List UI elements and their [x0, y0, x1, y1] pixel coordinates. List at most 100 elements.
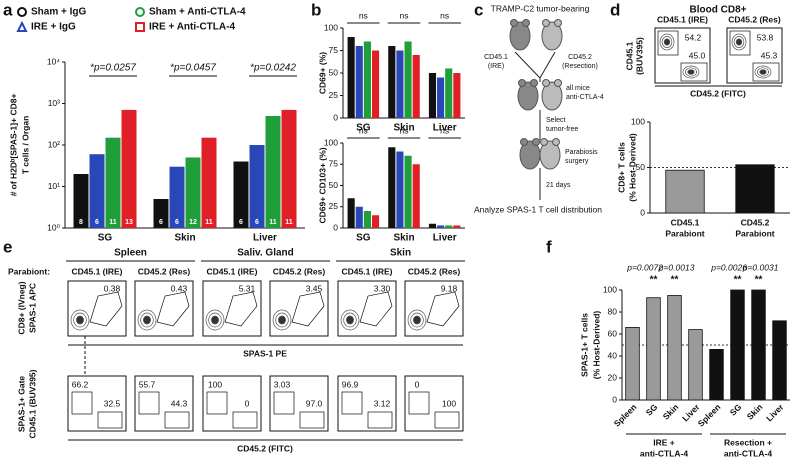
- mouse-ear: [530, 79, 538, 87]
- gate: [680, 62, 708, 82]
- x-tick-label: Spleen: [612, 402, 639, 429]
- annotation: ns: [440, 125, 449, 135]
- bar: [667, 295, 682, 401]
- bar: [453, 73, 461, 118]
- annotation: ns: [400, 125, 409, 135]
- annotation: *p=0.0457: [170, 63, 216, 74]
- x-tick-label: SG: [644, 402, 660, 418]
- mouse-ear: [522, 19, 530, 27]
- significance: **: [755, 275, 763, 286]
- row-label: Parabiont:: [8, 266, 50, 276]
- bar: [249, 145, 265, 228]
- gate: [367, 411, 393, 429]
- p-value: p=0.0026: [710, 262, 747, 272]
- group-label: anti-CTLA-4: [640, 448, 688, 458]
- density-contour: [340, 309, 360, 331]
- gate-value: 0: [245, 398, 250, 408]
- gate: [359, 291, 393, 327]
- axis-label: CD45.1: [624, 41, 634, 70]
- density-contour: [140, 312, 154, 328]
- x-tick-label: Skin: [174, 233, 195, 244]
- flow-plot: [404, 375, 464, 432]
- organ-header: Skin: [390, 248, 411, 259]
- legend-label: Sham + Anti-CTLA-4: [149, 7, 246, 18]
- mouse-body: [539, 140, 561, 170]
- axis-label: CD8+ (IVneg): [16, 281, 26, 334]
- bar: [388, 147, 396, 228]
- x-tick-label: Parabiont: [735, 228, 774, 238]
- plot-title: CD45.2 (Res): [138, 266, 191, 276]
- x-tick-label: CD45.2: [741, 217, 770, 227]
- y-tick-label: 25: [329, 90, 339, 100]
- gate-value: 44.3: [171, 398, 188, 408]
- gate-value: 3.30: [374, 283, 391, 293]
- bar: [89, 154, 105, 228]
- legend-label: Sham + IgG: [31, 7, 87, 18]
- mouse-ear: [554, 19, 562, 27]
- bar-count: 13: [125, 219, 133, 226]
- diagram-arrows: [514, 51, 556, 200]
- density-contour: [687, 69, 695, 75]
- bar: [355, 206, 363, 228]
- bar: [185, 157, 201, 228]
- density-contour: [659, 33, 675, 51]
- bar: [412, 55, 420, 118]
- mouse-body: [541, 81, 563, 111]
- x-tick-label: Skin: [661, 402, 681, 422]
- axis-label: SPAS-1+ Gate: [16, 376, 26, 433]
- gate: [97, 411, 123, 429]
- diagram-text: CD45.1: [484, 54, 508, 61]
- axis-label: CD45.2 (FITC): [237, 443, 293, 453]
- panel-label: a: [3, 0, 13, 19]
- gate-value: 45.0: [689, 50, 706, 60]
- bar: [169, 166, 185, 228]
- x-tick-label: Skin: [393, 233, 414, 244]
- bar: [428, 73, 437, 118]
- mouse-ear: [518, 79, 526, 87]
- mouse-ear: [552, 138, 560, 146]
- x-tick-label: SG: [98, 233, 113, 244]
- axis-label: (BUV395): [634, 37, 644, 75]
- gate: [232, 411, 258, 429]
- plot-title: CD45.2 (Res): [728, 14, 781, 24]
- bar: [388, 46, 396, 118]
- bar: [751, 289, 766, 401]
- density-contour: [754, 65, 772, 79]
- density-contour: [682, 65, 700, 79]
- x-tick-label: Liver: [433, 123, 457, 134]
- bar: [265, 115, 281, 228]
- y-axis-label: (% Host-Derived): [591, 311, 601, 380]
- bar: [772, 320, 787, 401]
- gate-value: 100: [208, 379, 222, 389]
- bar: [363, 41, 371, 118]
- bar: [412, 164, 420, 228]
- legend-marker: [135, 22, 145, 32]
- bar: [396, 151, 404, 228]
- significance: **: [650, 275, 658, 286]
- bar-count: 6: [255, 219, 259, 226]
- bar: [233, 161, 249, 228]
- y-tick-label: 50: [329, 180, 339, 190]
- y-tick-label: 75: [329, 45, 339, 55]
- organ-header: Spleen: [114, 248, 147, 259]
- diagram-text: CD45.2: [568, 54, 592, 61]
- y-tick-label: 0: [612, 394, 617, 404]
- gate: [71, 391, 93, 415]
- axis-label: SPAS-1 APC: [27, 283, 37, 333]
- gate-value: 3.45: [306, 283, 323, 293]
- legend-marker: [135, 7, 145, 17]
- legend-label: IRE + Anti-CTLA-4: [149, 22, 235, 33]
- density-contour: [733, 36, 745, 48]
- annotation: ns: [400, 10, 409, 20]
- y-tick-label: 100: [324, 137, 338, 147]
- density-contour: [346, 315, 354, 325]
- bar: [665, 169, 705, 214]
- gate: [426, 291, 460, 327]
- density-contour: [413, 315, 421, 325]
- gate: [752, 62, 780, 82]
- y-tick-label: 20: [608, 372, 618, 382]
- diagram-text: Parabiosis: [565, 149, 598, 156]
- bar: [347, 37, 355, 118]
- axis-label: CD45.2 (FITC): [690, 88, 746, 98]
- density-contour: [757, 67, 769, 77]
